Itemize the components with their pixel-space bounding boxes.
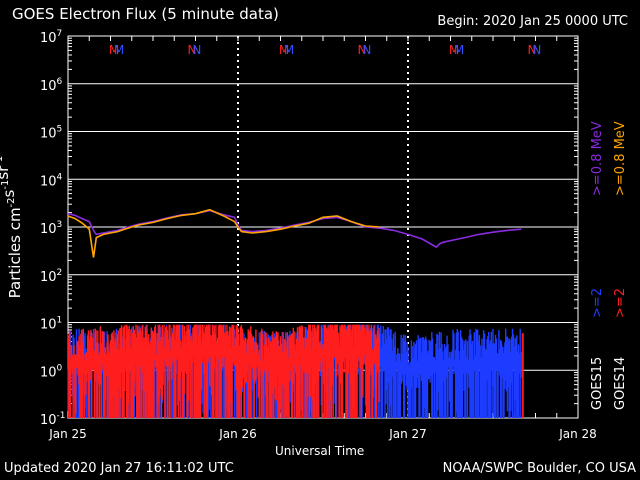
- credit-text: NOAA/SWPC Boulder, CO USA: [442, 461, 636, 476]
- series-goes14-2-mev: [67, 324, 380, 418]
- mn-marker: M: [114, 43, 124, 57]
- mn-marker: M: [279, 43, 289, 57]
- x-tick-label: Jan 28: [558, 427, 597, 441]
- x-axis-label: Universal Time: [275, 444, 365, 458]
- mn-marker: N: [527, 43, 536, 57]
- mn-marker: M: [284, 43, 294, 57]
- series-goes14-0-8-mev: [67, 208, 380, 258]
- y-tick-label: 103: [40, 220, 62, 237]
- legend-goes15: GOES15: [590, 357, 605, 410]
- mn-marker: N: [357, 43, 366, 57]
- series-goes15-0-8-mev: [67, 209, 522, 249]
- y-axis-label: Particles cm-2s-1sr-1: [0, 156, 24, 299]
- mn-marker: M: [449, 43, 459, 57]
- y-tick-label: 104: [40, 172, 63, 189]
- legend-goes14-2: >=2: [613, 288, 628, 318]
- mn-marker: N: [362, 43, 371, 57]
- mn-marker: N: [192, 43, 201, 57]
- y-tick-label: 105: [40, 125, 62, 142]
- x-tick-label: Jan 27: [388, 427, 427, 441]
- legend-goes15-08: >=0.8 MeV: [590, 121, 605, 196]
- x-tick-label: Jan 25: [48, 427, 87, 441]
- updated-timestamp: Updated 2020 Jan 27 16:11:02 UTC: [4, 461, 234, 476]
- mn-marker: N: [187, 43, 196, 57]
- chart-title: GOES Electron Flux (5 minute data): [12, 5, 279, 23]
- legend-goes14: GOES14: [613, 357, 628, 410]
- begin-timestamp: Begin: 2020 Jan 25 0000 UTC: [437, 14, 628, 29]
- y-tick-label: 10-1: [40, 411, 66, 428]
- legend-goes14-08: >=0.8 MeV: [613, 121, 628, 196]
- mn-marker: N: [532, 43, 541, 57]
- y-tick-label: 101: [40, 316, 62, 333]
- y-tick-label: 102: [40, 268, 62, 285]
- y-tick-label: 106: [40, 77, 63, 94]
- y-tick-label: 100: [40, 363, 63, 380]
- y-tick-label: 107: [40, 29, 62, 46]
- x-tick-label: Jan 26: [218, 427, 257, 441]
- legend-goes15-2: >=2: [590, 288, 605, 318]
- mn-marker: M: [454, 43, 464, 57]
- mn-marker: M: [109, 43, 119, 57]
